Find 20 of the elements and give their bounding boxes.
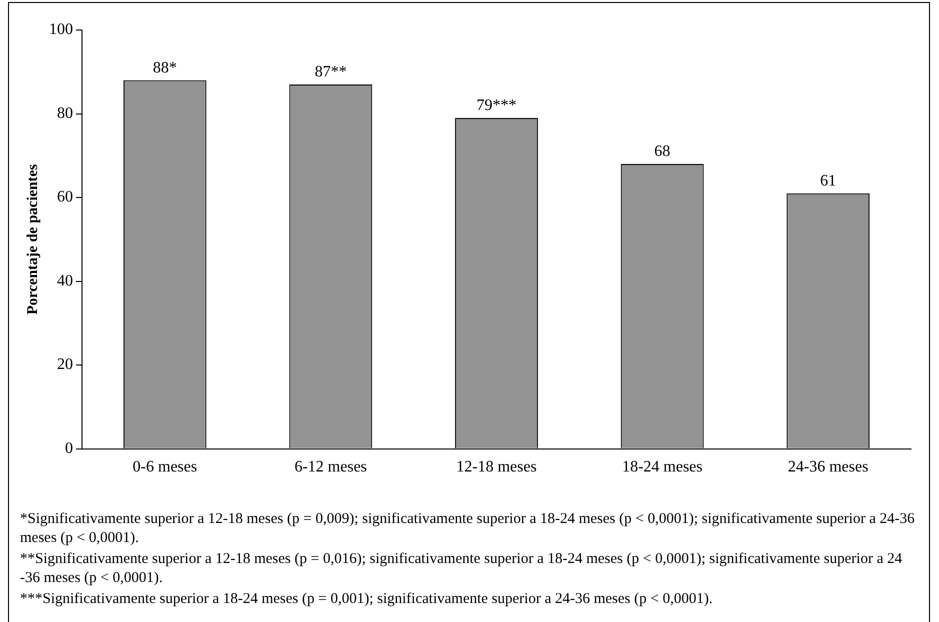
y-tick-label: 20 xyxy=(57,356,73,374)
text: *Significativamente superior a 12-18 meses (p = 0,009); significativamente superior a 18-24 meses (p < 0,0001); significativamente superior a 24-36 meses (p < 0,0001). xyxy=(20,510,916,548)
data-label: 87** xyxy=(314,64,347,81)
text: ***Significativamente superior a 18-24 meses (p = 0,001); significativamente superior a 24-36 meses (p < 0,0001). xyxy=(20,590,714,609)
y-tick-label: 40 xyxy=(57,272,73,290)
data-label: 61 xyxy=(820,172,836,190)
x-tick-label: 12-18 meses xyxy=(456,458,537,476)
data-label: 68 xyxy=(654,143,670,160)
y-tick-label: 60 xyxy=(57,188,73,206)
y-axis-title: Porcentaje de pacientes xyxy=(24,164,41,315)
x-tick-label: 6-12 meses xyxy=(294,458,367,476)
data-label: 88* xyxy=(152,59,177,76)
y-tick-label: 0 xyxy=(65,440,73,458)
data-label: 79*** xyxy=(476,97,516,114)
x-tick-label: 0-6 meses xyxy=(132,458,198,476)
x-tick-label: 24-36 meses xyxy=(788,458,868,476)
text: **Significativamente superior a 12-18 meses (p = 0,016); significativamente superior a 18-24 meses (p < 0,0001); significativamente superior a 24 -36 meses (p < 0,0001). xyxy=(20,550,904,588)
y-tick-label: 80 xyxy=(57,104,73,122)
x-tick-label: 18-24 meses xyxy=(622,458,703,476)
y-tick-label: 100 xyxy=(49,21,73,38)
